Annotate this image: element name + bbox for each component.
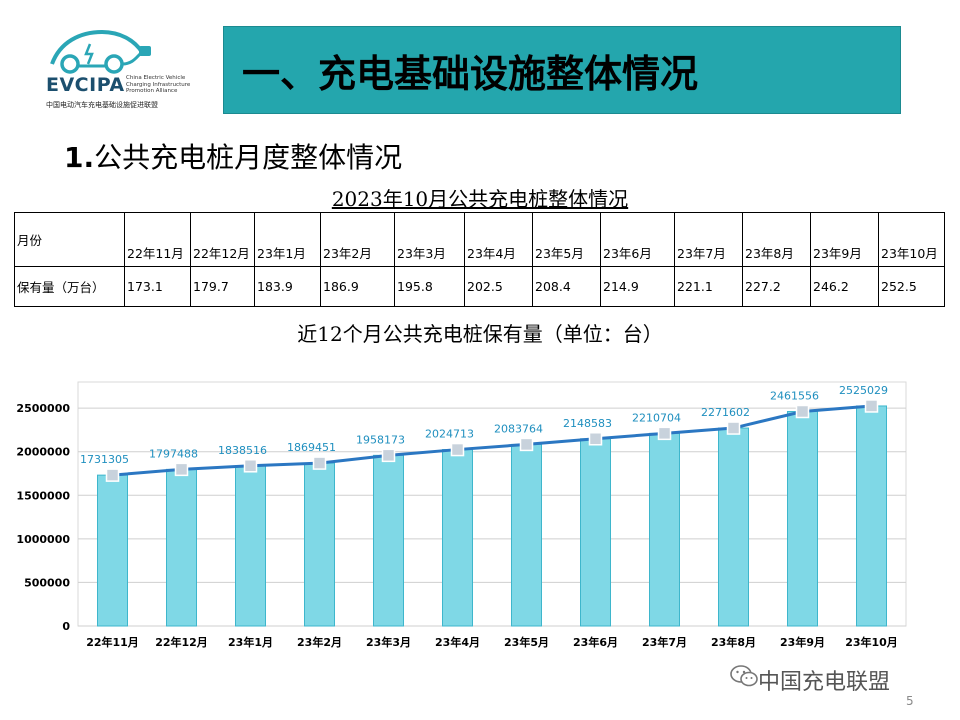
value-cell: 195.8: [394, 266, 465, 307]
y-tick-label: 2000000: [16, 446, 70, 459]
month-cell: 22年12月: [190, 212, 255, 267]
plot-area-frame: [77, 381, 907, 627]
data-label: 2461556: [770, 389, 819, 402]
ev-car-logo-icon: [50, 29, 151, 74]
data-label: 2024713: [425, 428, 474, 441]
data-label: 1869451: [287, 441, 336, 454]
line-marker: [381, 448, 396, 463]
data-label: 1797488: [149, 447, 198, 460]
line-marker: [243, 459, 258, 473]
bar: [97, 474, 128, 627]
line-marker: [588, 432, 603, 446]
x-tick-label: 23年5月: [504, 635, 549, 649]
y-tick-label: 0: [62, 620, 70, 633]
bar: [718, 427, 749, 627]
bar: [787, 410, 818, 627]
table-row-values: 保有量（万台） 173.1 179.7 183.9 186.9 195.8 20…: [14, 266, 945, 307]
bar: [649, 432, 680, 627]
y-tick-label: 1500000: [16, 489, 70, 502]
data-label: 1838516: [218, 444, 267, 457]
value-cell: 214.9: [600, 266, 675, 307]
line-series: [112, 404, 872, 477]
x-tick-label: 23年10月: [845, 635, 898, 649]
x-tick-label: 23年8月: [711, 635, 756, 649]
watermark-text: 中国充电联盟: [758, 670, 891, 695]
row-header-month: 月份: [14, 212, 125, 267]
table-title-text: 2023年10月公共充电桩整体情况: [331, 187, 629, 211]
month-cell: 23年5月: [532, 212, 601, 267]
month-cell: 23年3月: [394, 212, 465, 267]
x-tick-label: 23年2月: [297, 635, 342, 649]
page-title: 一、充电基础设施整体情况: [242, 52, 699, 96]
value-cell: 246.2: [810, 266, 879, 307]
logo-english-name: China Electric Vehicle Charging Infrastr…: [126, 75, 191, 94]
row-header-value: 保有量（万台）: [14, 266, 125, 307]
section-heading: 1.公共充电桩月度整体情况: [64, 136, 402, 176]
section-title: 公共充电桩月度整体情况: [94, 141, 403, 174]
title-banner: 一、充电基础设施整体情况: [223, 26, 901, 114]
bar: [304, 462, 335, 627]
bar: [166, 468, 197, 627]
month-cell: 23年6月: [600, 212, 675, 267]
value-cell: 183.9: [254, 266, 321, 307]
chart-title: 近12个月公共充电桩保有量（单位：台）: [297, 322, 663, 346]
x-tick-label: 23年4月: [435, 635, 480, 649]
data-label: 2083764: [494, 422, 543, 435]
data-label: 2148583: [563, 417, 612, 430]
value-cell: 208.4: [532, 266, 601, 307]
value-cell: 173.1: [124, 266, 191, 307]
line-marker: [312, 456, 327, 470]
bar: [511, 443, 542, 627]
wechat-icon: [730, 665, 758, 687]
month-cell: 23年9月: [810, 212, 879, 267]
y-tick-label: 1000000: [16, 533, 70, 546]
y-tick-label: 2500000: [16, 402, 70, 415]
x-tick-label: 22年11月: [86, 635, 139, 649]
bar: [580, 438, 611, 627]
line-marker: [795, 404, 810, 419]
logo-chinese-name: 中国电动汽车充电基础设施促进联盟: [46, 101, 158, 109]
x-tick-label: 23年6月: [573, 635, 618, 649]
summary-table: 月份 22年11月 22年12月 23年1月 23年2月 23年3月 23年4月…: [14, 212, 945, 307]
x-tick-label: 23年1月: [228, 635, 273, 649]
bar: [235, 465, 266, 627]
data-label: 2210704: [632, 411, 681, 424]
value-cell: 252.5: [878, 266, 945, 307]
x-tick-label: 23年7月: [642, 635, 687, 649]
logo-brand: EVCIPA: [46, 74, 125, 96]
x-tick-label: 22年12月: [155, 635, 208, 649]
line-marker: [726, 421, 741, 435]
line-marker: [864, 399, 879, 413]
bar: [442, 449, 473, 627]
value-cell: 227.2: [742, 266, 811, 307]
data-label: 1958173: [356, 433, 405, 446]
month-cell: 23年10月: [878, 212, 945, 267]
data-label: 2525029: [839, 384, 888, 397]
line-marker: [174, 462, 189, 477]
bar: [373, 454, 404, 627]
section-number: 1.: [64, 141, 95, 174]
table-title: 2023年10月公共充电桩整体情况: [0, 183, 960, 212]
evcipa-logo: EVCIPA China Electric Vehicle Charging I…: [42, 24, 212, 116]
line-marker: [450, 442, 465, 457]
line-marker: [519, 437, 534, 452]
x-tick-label: 23年3月: [366, 635, 411, 649]
line-marker: [657, 426, 672, 441]
data-label: 1731305: [80, 453, 129, 466]
line-marker: [105, 468, 120, 482]
month-cell: 22年11月: [124, 212, 191, 267]
month-cell: 23年8月: [742, 212, 811, 267]
month-cell: 23年4月: [464, 212, 533, 267]
table-row-months: 月份 22年11月 22年12月 23年1月 23年2月 23年3月 23年4月…: [14, 212, 945, 267]
y-tick-label: 500000: [24, 576, 70, 589]
data-label: 2271602: [701, 406, 750, 419]
bar: [856, 405, 887, 627]
month-cell: 23年2月: [320, 212, 395, 267]
x-tick-label: 23年9月: [780, 635, 825, 649]
page-number: 5: [906, 694, 914, 708]
